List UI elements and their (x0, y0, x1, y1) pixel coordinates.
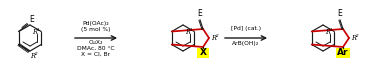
Text: [Pd] (cat.): [Pd] (cat.) (231, 26, 261, 31)
Text: Pd(OAc)₂: Pd(OAc)₂ (83, 21, 109, 26)
Text: R²: R² (351, 34, 359, 42)
Text: E: E (338, 10, 342, 18)
FancyBboxPatch shape (336, 48, 350, 58)
Text: X = Cl, Br: X = Cl, Br (81, 52, 110, 57)
Text: E: E (198, 10, 202, 18)
FancyBboxPatch shape (197, 48, 209, 58)
Text: R¹: R¹ (325, 28, 332, 35)
Text: R¹: R¹ (32, 28, 39, 35)
Text: CuX₂: CuX₂ (89, 40, 103, 45)
Text: X: X (200, 48, 206, 57)
Text: Ar: Ar (337, 48, 349, 57)
Text: ArB(OH)₂: ArB(OH)₂ (232, 41, 260, 46)
Text: R²: R² (211, 34, 218, 42)
Text: E: E (29, 15, 34, 24)
Text: R²: R² (30, 52, 38, 60)
Text: DMAc, 80 °C: DMAc, 80 °C (77, 46, 115, 51)
Text: R¹: R¹ (184, 28, 192, 35)
Text: (5 mol %): (5 mol %) (81, 27, 111, 32)
